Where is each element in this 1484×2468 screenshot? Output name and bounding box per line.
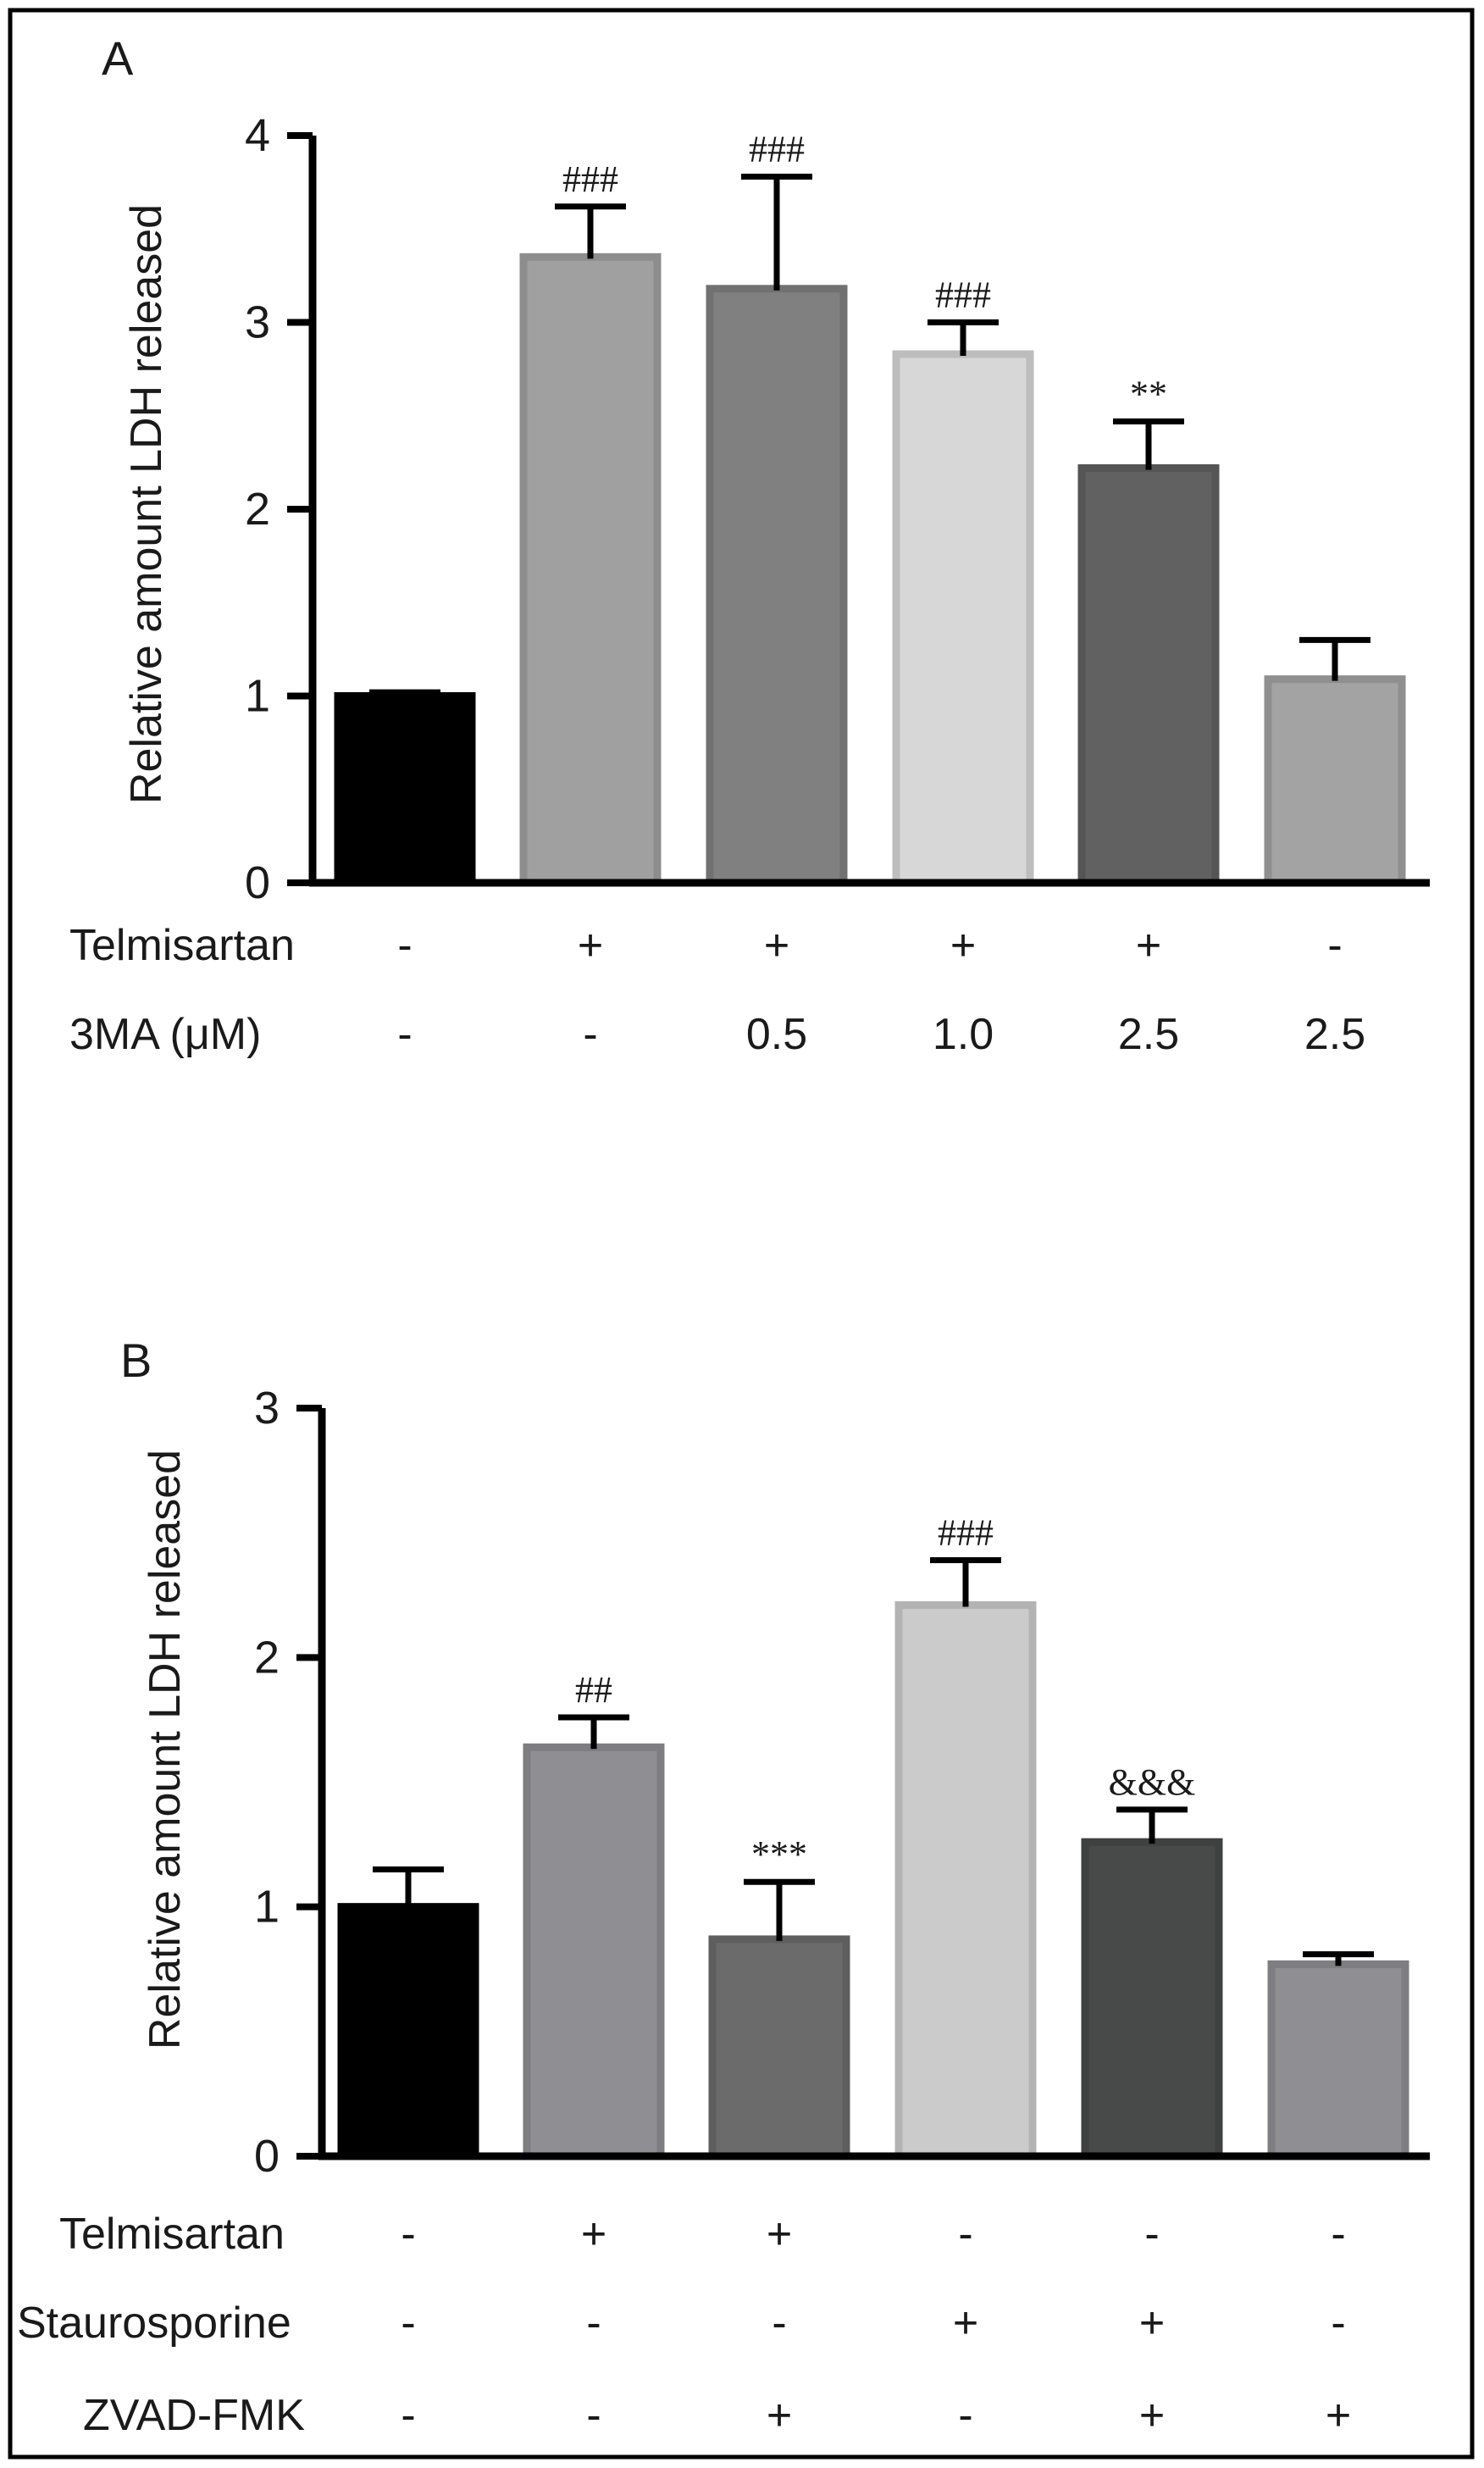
panel-a-condition-2-mark-1: - (397, 1010, 412, 1059)
panel-a: A Relative amount LDH released #########… (69, 31, 1430, 1059)
panel-b-bar-4 (894, 1601, 1037, 2160)
panel-a-bar-5 (1077, 463, 1220, 887)
panel-b-significance-5: &&& (1109, 1761, 1196, 1803)
panel-a-condition-1-mark-6: - (1327, 921, 1342, 970)
panel-b-condition-3-mark-1: - (401, 2391, 415, 2440)
panel-b-y-tick-label-0: 0 (254, 2131, 280, 2182)
panel-b-bar-1 (337, 1903, 479, 2160)
panel-b-condition-label-1: Telmisartan (59, 2210, 285, 2259)
panel-b: B Relative amount LDH released ## *** ### &… (17, 1334, 1430, 2440)
panel-b-bar-6 (1267, 1960, 1409, 2160)
panel-a-error-bars (369, 174, 1370, 698)
panel-a-condition-label-1: Telmisartan (69, 921, 295, 970)
panel-b-y-tick-label-3: 3 (254, 1383, 280, 1434)
panel-b-error-bar-2 (558, 1714, 629, 1750)
panel-a-y-tick-label-4: 4 (245, 110, 270, 161)
panel-a-bar-2 (519, 252, 662, 887)
panel-b-significance-labels: ## *** ### &&& (575, 1512, 1195, 1876)
panel-b-condition-1-mark-4: - (958, 2210, 972, 2259)
panel-a-significance-4: ### (935, 275, 991, 316)
panel-a-significance-3: ### (749, 129, 805, 170)
panel-a-condition-1-mark-3: + (764, 921, 789, 970)
panel-a-condition-1-mark-4: + (950, 921, 976, 970)
panel-b-condition-2-mark-1: - (401, 2299, 415, 2348)
panel-a-condition-2-mark-2: - (583, 1010, 597, 1059)
panel-a-condition-2-mark-4: 1.0 (933, 1010, 994, 1059)
panel-b-condition-1-mark-1: - (401, 2210, 415, 2259)
panel-a-y-ticks: 0 1 2 3 4 (245, 110, 313, 908)
panel-a-condition-1-mark-5: + (1136, 921, 1161, 970)
panel-a-error-bar-2 (555, 203, 626, 259)
panel-b-y-ticks: 0 1 2 3 (254, 1383, 322, 2182)
panel-a-condition-2-mark-3: 0.5 (746, 1010, 807, 1059)
panel-a-y-axis-label: Relative amount LDH released (122, 204, 171, 804)
panel-b-condition-label-3: ZVAD-FMK (83, 2391, 305, 2440)
panel-a-bar-4 (892, 350, 1034, 887)
panel-b-condition-label-2: Staurosporine (17, 2299, 291, 2348)
panel-b-condition-1-mark-5: - (1144, 2210, 1159, 2259)
panel-a-condition-label-2: 3MA (μM) (69, 1010, 261, 1059)
panel-b-condition-3-mark-2: - (586, 2391, 601, 2440)
panel-a-condition-1-mark-1: - (397, 921, 412, 970)
panel-b-bar-2 (523, 1743, 665, 2160)
panel-b-condition-1-mark-3: + (767, 2210, 792, 2259)
panel-b-error-bar-1 (373, 1866, 444, 1909)
panel-b-letter: B (120, 1334, 152, 1387)
panel-b-error-bar-3 (744, 1878, 815, 1941)
panel-b-axes (318, 1408, 1430, 2160)
panel-a-bar-3 (706, 285, 848, 887)
panel-a-condition-table: Telmisartan - + + + + - 3MA (μM) - - 0.5 1.0 2.5 2.5 (69, 921, 1365, 1059)
panel-b-y-axis-label: Relative amount LDH released (141, 1450, 190, 2049)
panel-a-y-tick-label-0: 0 (245, 857, 270, 908)
panel-b-condition-2-mark-2: - (586, 2299, 601, 2348)
panel-b-condition-1-mark-6: - (1331, 2210, 1345, 2259)
panel-b-significance-2: ## (575, 1669, 612, 1711)
panel-b-y-tick-label-1: 1 (254, 1882, 280, 1933)
panel-b-bar-5 (1081, 1838, 1223, 2160)
panel-a-condition-2-mark-6: 2.5 (1304, 1010, 1365, 1059)
panel-b-condition-2-mark-5: + (1139, 2299, 1165, 2348)
panel-b-condition-3-mark-5: + (1139, 2391, 1165, 2440)
panel-a-error-bar-4 (928, 319, 999, 356)
panel-b-y-tick-label-2: 2 (254, 1632, 280, 1683)
panel-b-condition-2-mark-6: - (1331, 2299, 1345, 2348)
panel-a-y-tick-label-2: 2 (245, 484, 270, 535)
panel-a-y-tick-label-1: 1 (245, 671, 270, 722)
panel-a-bar-1 (334, 692, 476, 887)
panel-a-letter: A (102, 31, 134, 85)
panel-a-significance-labels: ### ### ### ** (562, 129, 1167, 415)
panel-a-significance-2: ### (562, 158, 618, 200)
panel-b-significance-4: ### (938, 1512, 994, 1554)
panel-a-bar-6 (1264, 675, 1406, 887)
panel-b-significance-3: *** (751, 1833, 807, 1875)
panel-b-condition-2-mark-4: + (953, 2299, 978, 2348)
panel-a-error-bar-6 (1299, 636, 1370, 681)
panel-b-condition-table: Telmisartan - + + - - - Staurosporine - - - + + - ZVAD… (17, 2210, 1351, 2440)
panel-b-condition-3-mark-4: - (958, 2391, 972, 2440)
panel-b-condition-3-mark-3: + (767, 2391, 792, 2440)
panel-b-condition-1-mark-2: + (581, 2210, 606, 2259)
panel-a-error-bar-5 (1113, 418, 1184, 470)
panel-b-error-bar-4 (930, 1557, 1001, 1607)
panel-a-y-tick-label-3: 3 (245, 297, 270, 348)
panel-b-error-bar-6 (1303, 1951, 1374, 1966)
panel-a-error-bar-1 (369, 689, 440, 698)
panel-b-error-bars (373, 1557, 1374, 1966)
panel-a-condition-2-mark-5: 2.5 (1118, 1010, 1179, 1059)
panel-a-significance-5: ** (1130, 373, 1167, 414)
panel-b-error-bar-5 (1116, 1806, 1188, 1844)
panel-b-bar-3 (708, 1935, 850, 2160)
panel-a-error-bar-3 (741, 174, 812, 291)
panel-b-condition-3-mark-6: + (1326, 2391, 1351, 2440)
panel-a-condition-1-mark-2: + (578, 921, 603, 970)
panel-b-condition-2-mark-3: - (772, 2299, 786, 2348)
